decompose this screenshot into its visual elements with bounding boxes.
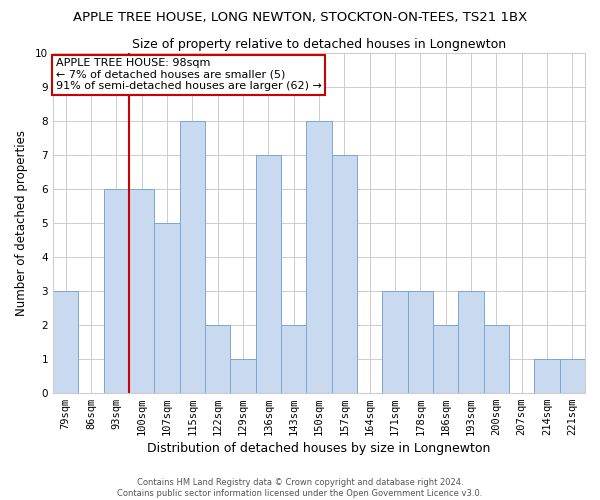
Bar bbox=[53, 291, 78, 392]
Y-axis label: Number of detached properties: Number of detached properties bbox=[15, 130, 28, 316]
Bar bbox=[382, 291, 407, 392]
Bar bbox=[154, 223, 179, 392]
Text: APPLE TREE HOUSE: 98sqm
← 7% of detached houses are smaller (5)
91% of semi-deta: APPLE TREE HOUSE: 98sqm ← 7% of detached… bbox=[56, 58, 322, 92]
Bar bbox=[230, 358, 256, 392]
Bar bbox=[484, 325, 509, 392]
Bar bbox=[256, 155, 281, 392]
Bar bbox=[535, 358, 560, 392]
Text: APPLE TREE HOUSE, LONG NEWTON, STOCKTON-ON-TEES, TS21 1BX: APPLE TREE HOUSE, LONG NEWTON, STOCKTON-… bbox=[73, 11, 527, 24]
Bar bbox=[179, 121, 205, 392]
Bar bbox=[281, 325, 306, 392]
Bar bbox=[306, 121, 332, 392]
Bar bbox=[129, 189, 154, 392]
Text: Contains HM Land Registry data © Crown copyright and database right 2024.
Contai: Contains HM Land Registry data © Crown c… bbox=[118, 478, 482, 498]
Bar bbox=[433, 325, 458, 392]
Title: Size of property relative to detached houses in Longnewton: Size of property relative to detached ho… bbox=[132, 38, 506, 51]
Bar bbox=[332, 155, 357, 392]
Bar bbox=[458, 291, 484, 392]
X-axis label: Distribution of detached houses by size in Longnewton: Distribution of detached houses by size … bbox=[147, 442, 491, 455]
Bar bbox=[560, 358, 585, 392]
Bar bbox=[205, 325, 230, 392]
Bar bbox=[104, 189, 129, 392]
Bar bbox=[407, 291, 433, 392]
